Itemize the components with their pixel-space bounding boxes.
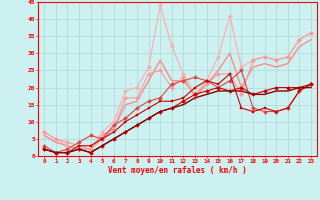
X-axis label: Vent moyen/en rafales ( km/h ): Vent moyen/en rafales ( km/h ) xyxy=(108,166,247,175)
